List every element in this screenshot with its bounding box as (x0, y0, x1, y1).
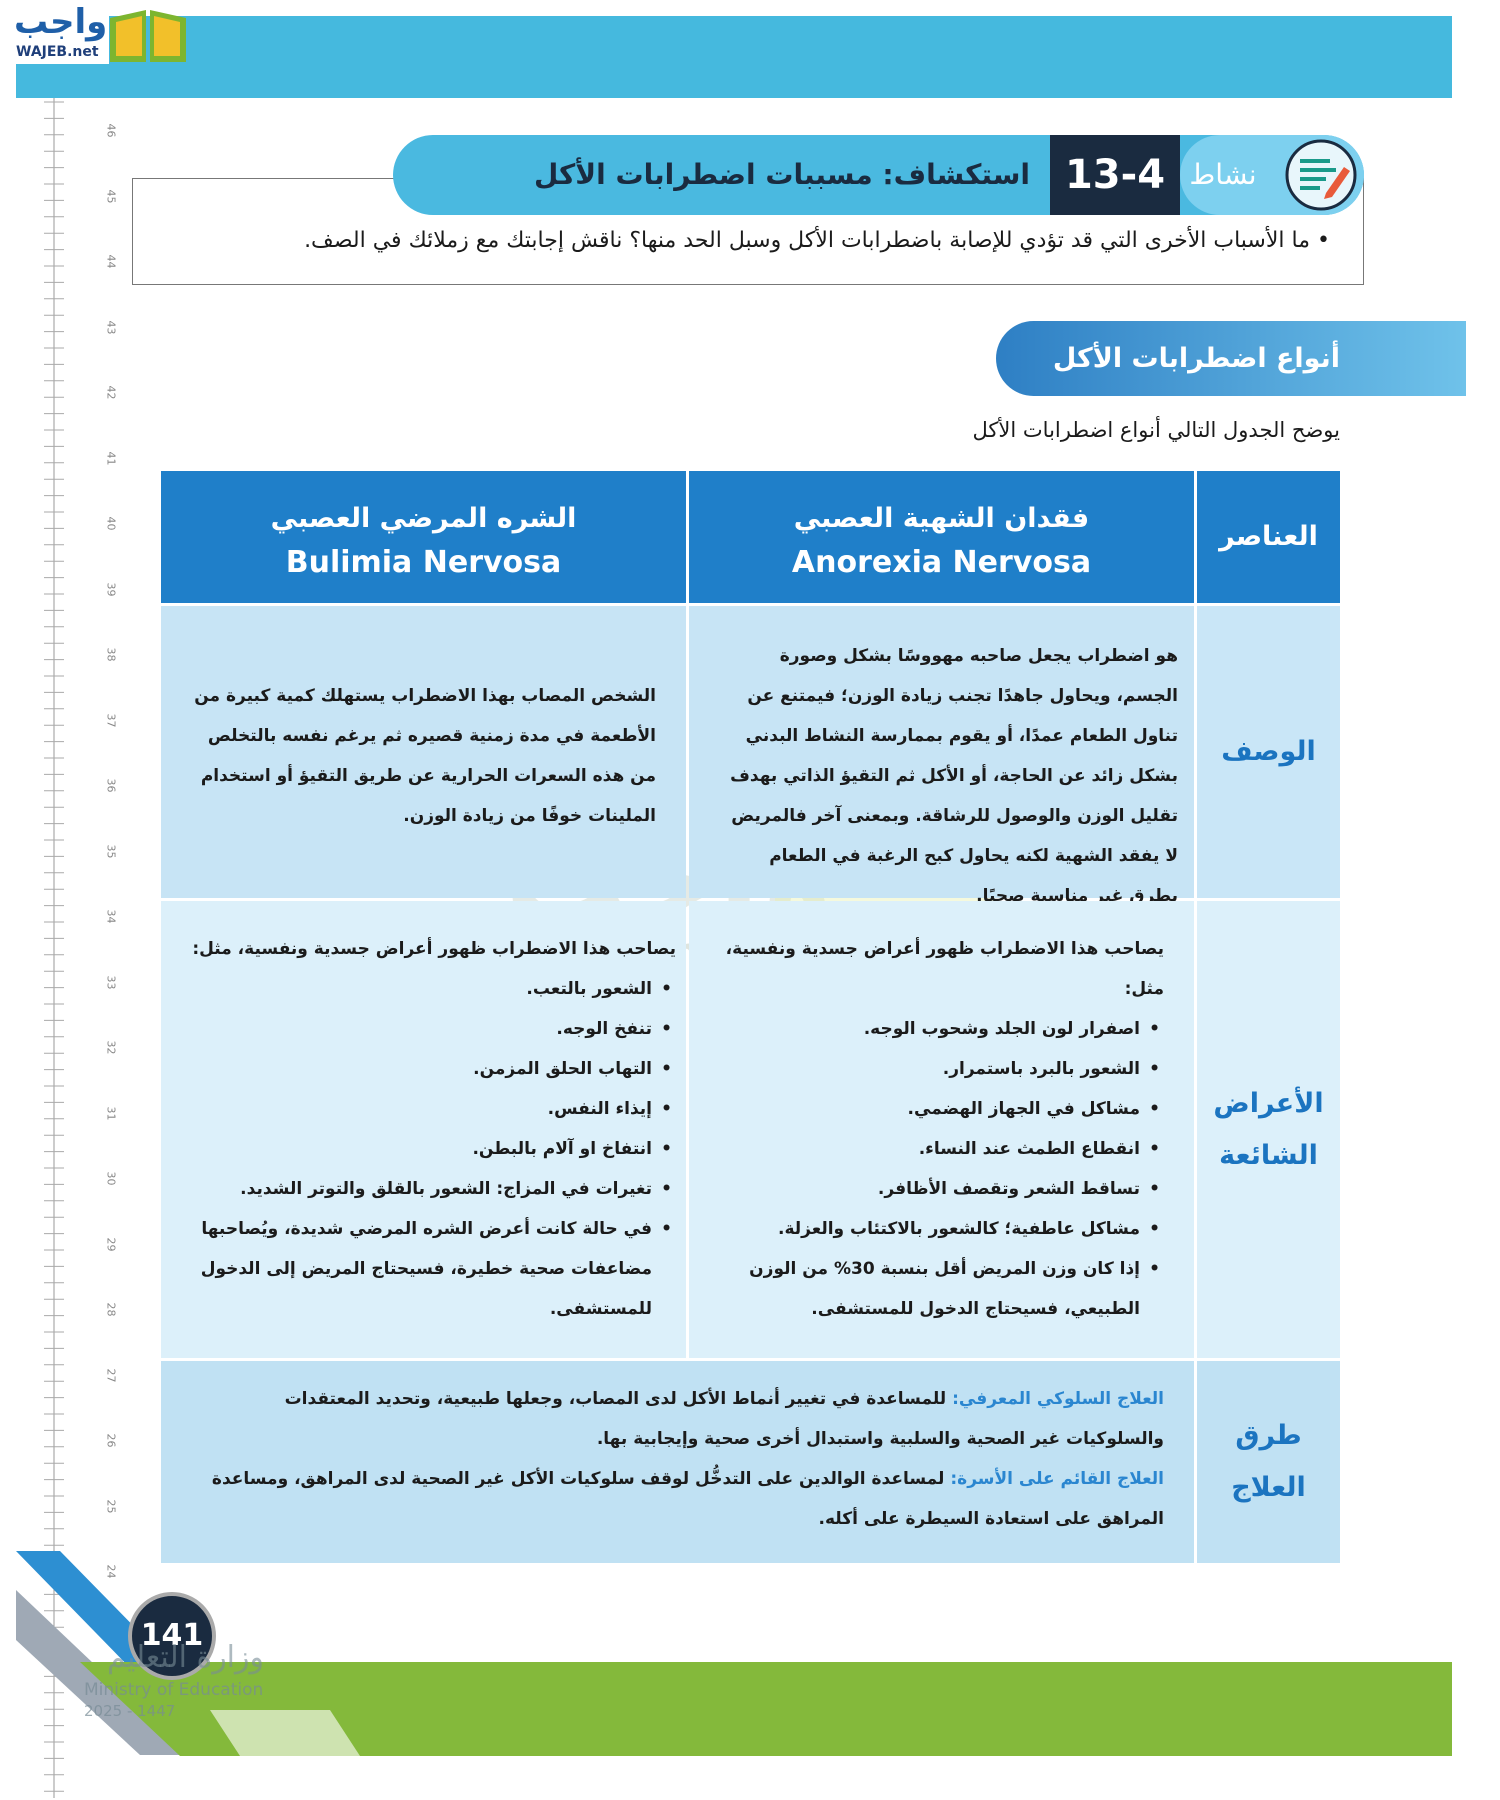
ruler-number: 26 (104, 1433, 118, 1448)
symptom-item: تساقط الشعر وتقصف الأظافر. (719, 1169, 1160, 1209)
ruler-number: 34 (104, 909, 118, 924)
ruler-number: 25 (104, 1499, 118, 1513)
section-bar (996, 321, 1466, 396)
symptom-item: التهاب الحلق المزمن. (191, 1049, 672, 1089)
activity-title: استكشاف: مسببات اضطرابات الأكل (534, 158, 1030, 191)
activity-number: 13-4 (1064, 152, 1166, 198)
row-label: طرق العلاج (1197, 1361, 1340, 1563)
symptom-item: إيذاء النفس. (191, 1089, 672, 1129)
ruler-number: 32 (104, 1040, 118, 1055)
table-cell: يصاحب هذا الاضطراب ظهور أعراض جسدية ونفس… (689, 901, 1194, 1358)
ruler-number: 28 (104, 1302, 118, 1317)
treatment-item: العلاج القائم على الأسرة: لمساعدة الوالد… (191, 1459, 1164, 1539)
question: • ما الأسباب الأخرى التي قد تؤدي للإصابة… (304, 228, 1330, 253)
ruler-number: 40 (104, 516, 118, 531)
header-arabic: الشره المرضي العصبي (270, 503, 577, 534)
symptom-item: اصفرار لون الجلد وشحوب الوجه. (719, 1009, 1160, 1049)
ministry-arabic: وزارة التعليم (106, 1640, 264, 1675)
table-header-cell: فقدان الشهية العصبي Anorexia Nervosa (689, 471, 1194, 603)
ruler-number: 44 (104, 254, 118, 269)
treatment-name: العلاج القائم على الأسرة: (950, 1469, 1164, 1489)
symptom-item: الشعور بالتعب. (191, 969, 672, 1009)
symptom-item: تغيرات في المزاج: الشعور بالقلق والتوتر … (191, 1169, 672, 1209)
symptom-item: مشاكل في الجهاز الهضمي. (719, 1089, 1160, 1129)
page-number: 141 (140, 1618, 204, 1653)
logo-text: واجب (14, 2, 108, 42)
ruler-number: 41 (104, 451, 118, 465)
ruler-number: 46 (104, 123, 118, 138)
ruler-number: 29 (104, 1237, 118, 1251)
section-intro: يوضح الجدول التالي أنواع اضطرابات الأكل (972, 418, 1340, 442)
logo-book (110, 10, 186, 62)
symptom-item: الشعور بالبرد باستمرار. (719, 1049, 1160, 1089)
header-english: Anorexia Nervosa (791, 545, 1092, 580)
symptom-item: انتفاخ او آلام بالبطن. (191, 1129, 672, 1169)
ruler-number: 31 (104, 1106, 118, 1120)
header-arabic: فقدان الشهية العصبي (793, 503, 1090, 534)
ruler-number: 43 (104, 320, 118, 334)
treatment-name: العلاج السلوكي المعرفي: (952, 1389, 1164, 1409)
symptoms-intro: يصاحب هذا الاضطراب ظهور أعراض جسدية ونفس… (192, 939, 676, 959)
ruler-number: 27 (104, 1368, 118, 1382)
activity-icon (1285, 139, 1357, 211)
activity-label: نشاط (1189, 158, 1257, 191)
ruler-number: 35 (104, 844, 118, 858)
ruler-number: 30 (104, 1171, 118, 1186)
section-title: أنواع اضطرابات الأكل (1052, 343, 1340, 374)
ruler (44, 98, 64, 1798)
footer-graphic (16, 1551, 1452, 1756)
logo-subtext: WAJEB.net (16, 44, 99, 60)
treatment-text: لمساعدة الوالدين على التدخُّل لوقف سلوكي… (211, 1469, 1164, 1529)
top-banner (16, 16, 1452, 98)
ruler-number: 39 (104, 582, 118, 596)
table-cell: العلاج السلوكي المعرفي: للمساعدة في تغيي… (161, 1361, 1194, 1563)
symptom-item: تنفخ الوجه. (191, 1009, 672, 1049)
activity-number-box (1050, 135, 1180, 215)
row-label: الأعراض الشائعة (1197, 901, 1340, 1358)
table-cell: هو اضطراب يجعل صاحبه مهووسًا بشكل وصورة … (689, 606, 1194, 906)
ministry-year: 2025 - 1447 (84, 1702, 176, 1720)
symptoms-list: الشعور بالتعب.تنفخ الوجه.التهاب الحلق ال… (191, 969, 676, 1329)
symptom-item: إذا كان وزن المريض أقل بنسبة 30% من الوز… (719, 1249, 1160, 1329)
table-cell: الشخص المصاب بهذا الاضطراب يستهلك كمية ك… (161, 606, 686, 898)
ruler-number: 38 (104, 647, 118, 662)
ruler-number: 33 (104, 975, 118, 989)
ruler-number: 36 (104, 778, 118, 793)
header-english: Bulimia Nervosa (285, 545, 562, 580)
treatment-item: العلاج السلوكي المعرفي: للمساعدة في تغيي… (191, 1379, 1164, 1459)
symptom-item: في حالة كانت أعرض الشره المرضي شديدة، وي… (191, 1209, 672, 1329)
symptoms-list: اصفرار لون الجلد وشحوب الوجه.الشعور بالب… (719, 1009, 1164, 1329)
ministry-english: Ministry of Education (84, 1680, 264, 1700)
treatment-text: للمساعدة في تغيير أنماط الأكل لدى المصاب… (284, 1389, 1164, 1449)
table-header-cell: العناصر (1197, 471, 1340, 603)
symptoms-intro: يصاحب هذا الاضطراب ظهور أعراض جسدية ونفس… (725, 939, 1164, 999)
ruler-number: 42 (104, 385, 118, 400)
table-cell: يصاحب هذا الاضطراب ظهور أعراض جسدية ونفس… (161, 901, 686, 1358)
row-label: الوصف (1197, 606, 1340, 898)
table-header-cell: الشره المرضي العصبي Bulimia Nervosa (161, 471, 686, 603)
question-text: ما الأسباب الأخرى التي قد تؤدي للإصابة ب… (304, 228, 1311, 253)
ruler-number: 37 (104, 713, 118, 727)
symptom-item: انقطاع الطمث عند النساء. (719, 1129, 1160, 1169)
ruler-number: 45 (104, 189, 118, 203)
logo-box (14, 4, 109, 64)
table: العناصر فقدان الشهية العصبي Anorexia Ner… (161, 471, 1340, 1563)
symptom-item: مشاكل عاطفية؛ كالشعور بالاكتئاب والعزلة. (719, 1209, 1160, 1249)
